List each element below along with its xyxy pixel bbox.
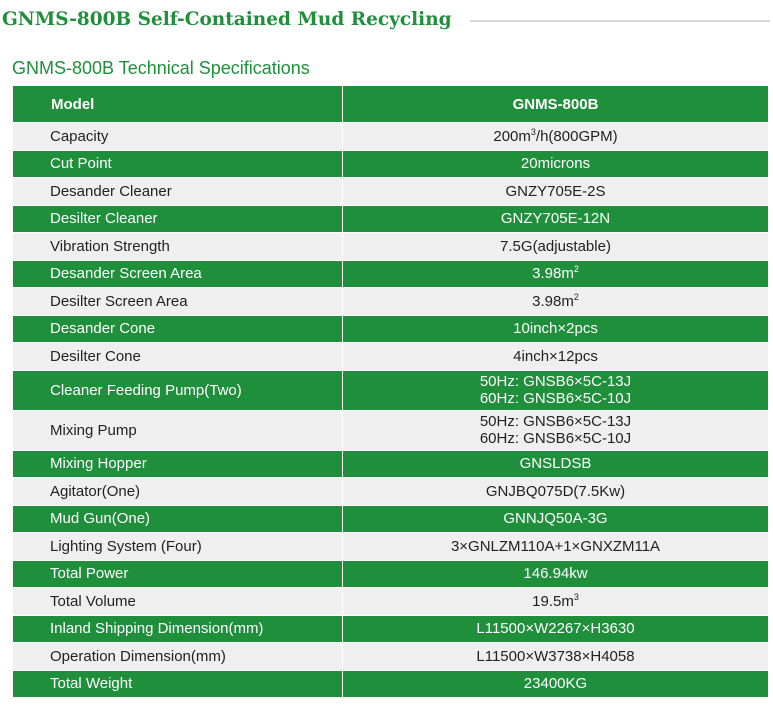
spec-label: Cut Point [12, 149, 343, 178]
spec-value: 200m3/h(800GPM) [342, 122, 769, 151]
spec-value: 3×GNLZM110A+1×GNXZM11A [342, 532, 769, 561]
spec-label: Total Volume [12, 587, 343, 616]
spec-value-suffix: /h(800GPM) [535, 127, 618, 145]
table-row: Total Weight 23400KG [12, 669, 769, 698]
spec-value-text: 3.98m [532, 292, 574, 310]
spec-value: GNZY705E-2S [342, 177, 769, 206]
table-row: Desilter Cone 4inch×12pcs [12, 342, 769, 371]
spec-value-line: 60Hz: GNSB6×5C-10J [479, 390, 632, 407]
spec-label: Total Power [12, 559, 343, 588]
spec-value: 4inch×12pcs [342, 342, 769, 371]
table-row: Mixing Pump 50Hz: GNSB6×5C-13J 60Hz: GNSB6… [12, 409, 769, 451]
spec-value-text: 19.5m [532, 592, 574, 610]
spec-value: 3.98m2 [342, 259, 769, 288]
table-row: Cleaner Feeding Pump(Two) 50Hz: GNSB6×5C-… [12, 369, 769, 411]
spec-value-line: 50Hz: GNSB6×5C-13J [479, 373, 632, 390]
table-row: Operation Dimension(mm) L11500×W3738×H405… [12, 642, 769, 671]
spec-value-text: 7.5G(adjustable) [500, 237, 611, 255]
spec-value: 23400KG [342, 669, 769, 698]
table-row: Total Power 146.94kw [12, 559, 769, 588]
spec-value: 19.5m3 [342, 587, 769, 616]
spec-value: 50Hz: GNSB6×5C-13J 60Hz: GNSB6×5C-10J [342, 369, 769, 411]
spec-label: Mud Gun(One) [12, 504, 343, 533]
spec-value-text: 146.94kw [523, 565, 588, 583]
spec-value: GNJBQ075D(7.5Kw) [342, 477, 769, 506]
table-row: Capacity 200m3/h(800GPM) [12, 122, 769, 151]
spec-value-text: 23400KG [523, 675, 588, 693]
spec-value: GNSLDSB [342, 449, 769, 478]
spec-value: 20microns [342, 149, 769, 178]
spec-value-text: GNZY705E-12N [500, 210, 611, 228]
page-title: GNMS-800B Self-Contained Mud Recycling [2, 8, 452, 30]
table-row: Vibration Strength 7.5G(adjustable) [12, 232, 769, 261]
spec-label: Desilter Cleaner [12, 204, 343, 233]
spec-label: Operation Dimension(mm) [12, 642, 343, 671]
spec-value: 50Hz: GNSB6×5C-13J 60Hz: GNSB6×5C-10J [342, 409, 769, 451]
spec-table-body: Capacity 200m3/h(800GPM) Cut Point 20micron… [12, 122, 769, 698]
spec-label: Total Weight [12, 669, 343, 698]
spec-value: GNZY705E-12N [342, 204, 769, 233]
spec-value-text: 20microns [520, 155, 591, 173]
spec-value: 146.94kw [342, 559, 769, 588]
spec-value: L11500×W2267×H3630 [342, 614, 769, 643]
spec-label: Agitator(One) [12, 477, 343, 506]
spec-label: Lighting System (Four) [12, 532, 343, 561]
table-row: Desilter Screen Area 3.98m2 [12, 287, 769, 316]
unit-exponent: 3 [530, 126, 536, 137]
spec-label: Desilter Cone [12, 342, 343, 371]
spec-value: 3.98m2 [342, 287, 769, 316]
spec-value-text: 3×GNLZM110A+1×GNXZM11A [450, 537, 661, 555]
column-header-value: GNMS-800B [342, 85, 769, 123]
table-row: Inland Shipping Dimension(mm) L11500×W226… [12, 614, 769, 643]
spec-label: Desander Cleaner [12, 177, 343, 206]
spec-value-line: 50Hz: GNSB6×5C-13J [479, 413, 632, 430]
unit-exponent: 2 [573, 291, 579, 302]
table-row: Lighting System (Four) 3×GNLZM110A+1×GNXZ… [12, 532, 769, 561]
header: GNMS-800B Self-Contained Mud Recycling [2, 4, 773, 34]
table-row: Desander Screen Area 3.98m2 [12, 259, 769, 288]
spec-value-text: 200m [493, 127, 531, 145]
spec-value-text: 4inch×12pcs [513, 347, 598, 365]
spec-label: Mixing Pump [12, 409, 343, 451]
table-row: Desander Cleaner GNZY705E-2S [12, 177, 769, 206]
table-row: Cut Point 20microns [12, 149, 769, 178]
spec-label: Mixing Hopper [12, 449, 343, 478]
spec-label: Cleaner Feeding Pump(Two) [12, 369, 343, 411]
spec-value-text: GNJBQ075D(7.5Kw) [485, 482, 626, 500]
table-row: Agitator(One) GNJBQ075D(7.5Kw) [12, 477, 769, 506]
spec-value-text: L11500×W2267×H3630 [476, 620, 635, 638]
spec-value: 10inch×2pcs [342, 314, 769, 343]
spec-value-text: GNZY705E-2S [505, 182, 606, 200]
spec-value-text: 3.98m [532, 265, 574, 283]
spec-value-text: GNNJQ50A-3G [503, 510, 608, 528]
spec-label: Inland Shipping Dimension(mm) [12, 614, 343, 643]
spec-label: Desander Cone [12, 314, 343, 343]
spec-label: Capacity [12, 122, 343, 151]
table-row: Total Volume 19.5m3 [12, 587, 769, 616]
spec-value-text: L11500×W3738×H4058 [476, 647, 635, 665]
spec-table: Model GNMS-800B Capacity 200m3/h(800GPM) C… [12, 85, 769, 698]
table-row: Desilter Cleaner GNZY705E-12N [12, 204, 769, 233]
spec-label: Desander Screen Area [12, 259, 343, 288]
spec-value-text: 10inch×2pcs [513, 320, 598, 338]
spec-value-line: 60Hz: GNSB6×5C-10J [479, 430, 632, 447]
title-divider [469, 20, 770, 22]
table-row: Mixing Hopper GNSLDSB [12, 449, 769, 478]
table-row: Mud Gun(One) GNNJQ50A-3G [12, 504, 769, 533]
spec-value: 7.5G(adjustable) [342, 232, 769, 261]
spec-label: Vibration Strength [12, 232, 343, 261]
unit-exponent: 3 [573, 591, 579, 602]
table-header-row: Model GNMS-800B [12, 85, 769, 123]
spec-value: GNNJQ50A-3G [342, 504, 769, 533]
spec-label: Desilter Screen Area [12, 287, 343, 316]
column-header-model: Model [12, 85, 343, 123]
unit-exponent: 2 [573, 264, 579, 275]
section-title: GNMS-800B Technical Specifications [12, 58, 310, 78]
spec-value-text: GNSLDSB [519, 455, 592, 473]
spec-value: L11500×W3738×H4058 [342, 642, 769, 671]
table-row: Desander Cone 10inch×2pcs [12, 314, 769, 343]
